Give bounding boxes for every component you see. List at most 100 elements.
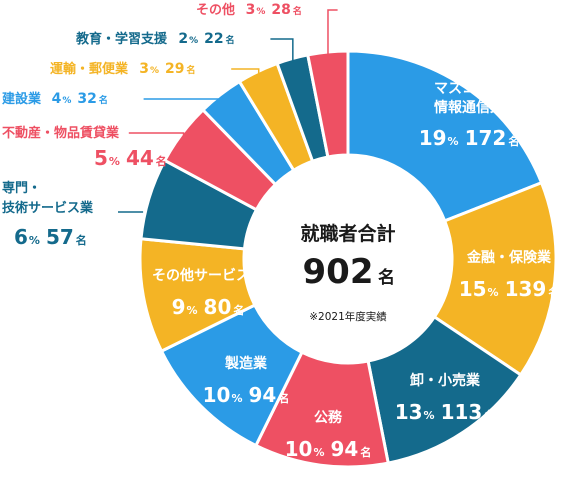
slice-percent-6: 6 bbox=[14, 225, 28, 249]
donut-slices bbox=[138, 49, 558, 469]
slice-percent-7: 5 bbox=[94, 146, 108, 170]
percent-suffix: % bbox=[187, 304, 198, 317]
slice-label-2: 卸・小売業 13% 113 名 bbox=[395, 372, 496, 424]
slice-name-9: 運輸・郵便業 bbox=[50, 61, 129, 77]
count-suffix: 名 bbox=[278, 391, 289, 405]
slice-label-9: 運輸・郵便業 3% 29 名 bbox=[50, 61, 195, 77]
leader-line-10 bbox=[270, 38, 294, 61]
slice-value-3: 10% 94 名 bbox=[285, 437, 372, 461]
leader-line-9 bbox=[231, 68, 260, 74]
slice-value-7: 5% 44 名 bbox=[94, 146, 167, 170]
slice-value-2: 13% 113 名 bbox=[395, 400, 496, 424]
leader-line-11 bbox=[327, 9, 338, 54]
slice-count-1: 139 bbox=[505, 277, 547, 301]
slice-name-5: その他サービス業 bbox=[152, 267, 265, 284]
percent-suffix: % bbox=[62, 96, 71, 106]
slice-label-8: 建設業 4% 32 名 bbox=[2, 91, 108, 107]
count-suffix: 名 bbox=[548, 285, 559, 299]
donut-hole bbox=[244, 155, 452, 363]
center-total-number: 902 bbox=[303, 252, 374, 292]
slice-name-8: 建設業 bbox=[2, 91, 42, 107]
slice-count-2: 113 bbox=[441, 400, 483, 424]
center-note: ※2021年度実績 bbox=[309, 310, 387, 323]
percent-suffix: % bbox=[313, 446, 324, 459]
slice-percent-4: 10 bbox=[203, 383, 231, 407]
percent-suffix: % bbox=[256, 7, 265, 17]
slice-count-4: 94 bbox=[249, 383, 277, 407]
slice-name-11: その他 bbox=[196, 2, 235, 18]
slice-percent-8: 4 bbox=[52, 91, 62, 107]
leader-line-8 bbox=[143, 96, 223, 100]
slice-label-1: 金融・保険業 15% 139 名 bbox=[459, 249, 560, 301]
slice-value-4: 10% 94 名 bbox=[203, 383, 290, 407]
slice-value-6: 6% 57 名 bbox=[14, 225, 87, 249]
slice-name-1: 金融・保険業 bbox=[466, 249, 552, 266]
slice-name-6: 専門・ bbox=[2, 180, 41, 196]
count-suffix: 名 bbox=[233, 303, 244, 317]
slice-label-7: 不動産・物品賃貸業 5% 44 名 bbox=[2, 125, 167, 170]
count-suffix: 名 bbox=[99, 94, 108, 106]
slice-count-8: 32 bbox=[77, 91, 96, 107]
slice-name-7: 不動産・物品賃貸業 bbox=[2, 125, 120, 141]
leader-lines bbox=[118, 9, 338, 213]
slice-percent-2: 13 bbox=[395, 400, 423, 424]
slice-value-8: 4% 32 名 bbox=[52, 91, 108, 107]
percent-suffix: % bbox=[231, 392, 242, 405]
percent-suffix: % bbox=[189, 36, 198, 46]
slice-value-10: 2% 22 名 bbox=[178, 31, 234, 47]
slice-label-0: マスコミ・情報通信業 19% 172 名 bbox=[419, 81, 520, 150]
slice-count-6: 57 bbox=[46, 225, 74, 249]
slice-count-3: 94 bbox=[331, 437, 359, 461]
count-suffix: 名 bbox=[360, 445, 371, 459]
percent-suffix: % bbox=[424, 409, 435, 422]
slice-name-4: 製造業 bbox=[224, 355, 268, 372]
count-suffix: 名 bbox=[226, 34, 235, 46]
slice-percent-11: 3 bbox=[246, 2, 256, 18]
percent-suffix: % bbox=[448, 135, 459, 148]
slice-value-9: 3% 29 名 bbox=[139, 61, 195, 77]
slice-count-9: 29 bbox=[165, 61, 184, 77]
donut-center: 就職者合計 902 名 ※2021年度実績 bbox=[244, 155, 452, 363]
center-total-unit: 名 bbox=[378, 267, 395, 288]
slice-value-1: 15% 139 名 bbox=[459, 277, 560, 301]
percent-suffix: % bbox=[29, 234, 40, 247]
slice-count-7: 44 bbox=[126, 146, 154, 170]
slice-label-10: 教育・学習支援 2% 22 名 bbox=[75, 31, 235, 47]
slice-value-5: 9% 80 名 bbox=[172, 295, 245, 319]
slice-name-0: 情報通信業 bbox=[434, 99, 505, 116]
slice-percent-10: 2 bbox=[178, 31, 188, 47]
count-suffix: 名 bbox=[76, 233, 87, 247]
percent-suffix: % bbox=[109, 155, 120, 168]
percent-suffix: % bbox=[488, 286, 499, 299]
slice-count-0: 172 bbox=[465, 126, 507, 150]
slice-value-0: 19% 172 名 bbox=[419, 126, 520, 150]
slice-percent-5: 9 bbox=[172, 295, 186, 319]
slice-name-6: 技術サービス業 bbox=[2, 200, 94, 216]
slice-percent-0: 19 bbox=[419, 126, 447, 150]
slice-name-2: 卸・小売業 bbox=[410, 372, 481, 389]
slice-label-11: その他 3% 28 名 bbox=[196, 2, 302, 18]
count-suffix: 名 bbox=[484, 408, 495, 422]
slice-count-5: 80 bbox=[204, 295, 232, 319]
slice-percent-9: 3 bbox=[139, 61, 149, 77]
count-suffix: 名 bbox=[508, 134, 519, 148]
count-suffix: 名 bbox=[156, 154, 167, 168]
slice-percent-3: 10 bbox=[285, 437, 313, 461]
slice-name-0: マスコミ・ bbox=[434, 81, 504, 97]
slice-label-4: 製造業 10% 94 名 bbox=[203, 355, 290, 407]
slice-label-5: その他サービス業 9% 80 名 bbox=[152, 267, 265, 319]
count-suffix: 名 bbox=[293, 5, 302, 17]
slice-name-10: 教育・学習支援 bbox=[75, 31, 168, 47]
slice-count-10: 22 bbox=[204, 31, 223, 47]
center-title: 就職者合計 bbox=[300, 222, 395, 245]
count-suffix: 名 bbox=[186, 64, 195, 76]
slice-value-11: 3% 28 名 bbox=[246, 2, 302, 18]
leader-line-7 bbox=[128, 132, 185, 135]
slice-label-6: 専門・技術サービス業 6% 57 名 bbox=[2, 180, 94, 249]
slice-count-11: 28 bbox=[271, 2, 290, 18]
slice-name-3: 公務 bbox=[314, 409, 343, 426]
slice-percent-1: 15 bbox=[459, 277, 487, 301]
